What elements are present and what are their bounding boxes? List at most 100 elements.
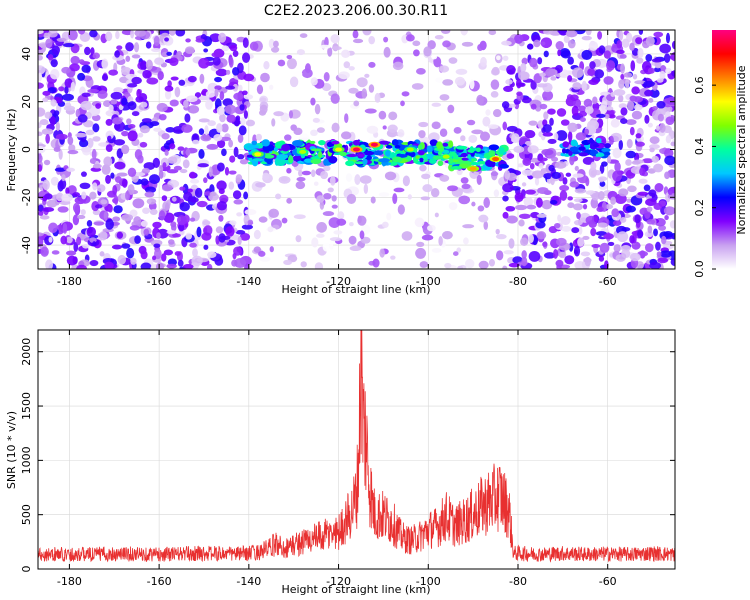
spectrogram-noise-cell [75, 108, 81, 118]
spectrogram-noise-cell [127, 101, 137, 111]
spectrogram-noise-cell [618, 188, 629, 197]
spectrogram-noise-cell [65, 187, 70, 195]
spectrogram-noise-cell [629, 42, 635, 51]
spectrogram-noise-cell [596, 113, 606, 118]
spectrogram-noise-cell [599, 164, 605, 174]
spectrogram-noise-cell [228, 181, 235, 190]
spectrogram-x-tick-label: -180 [57, 275, 82, 288]
spectrogram-noise-cell [89, 191, 97, 200]
spectrogram-noise-cell [528, 120, 538, 126]
spectrogram-noise-cell [240, 117, 246, 126]
spectrogram-noise-cell [158, 165, 164, 173]
spectrogram-noise-cell [604, 203, 614, 210]
spectrogram-noise-cell [521, 96, 532, 104]
spectrogram-noise-cell [233, 199, 244, 205]
spectrogram-noise-cell [601, 161, 608, 167]
spectrogram-noise-cell [668, 190, 673, 196]
spectrogram-noise-cell [167, 156, 178, 164]
spectrogram-signal-cell [264, 154, 275, 159]
spectrogram-noise-cell [557, 49, 562, 57]
spectrogram-noise-cell [517, 163, 524, 168]
spectrogram-noise-cell [663, 53, 671, 63]
spectrogram-noise-cell [549, 117, 554, 126]
spectrogram-noise-cell [112, 216, 121, 222]
spectrogram-noise-cell [382, 125, 387, 130]
spectrogram-noise-cell [38, 153, 43, 164]
spectrogram-noise-cell [120, 66, 132, 76]
spectrogram-noise-cell [610, 196, 617, 205]
spectrogram-noise-cell [656, 251, 662, 258]
spectrogram-noise-cell [581, 35, 592, 41]
spectrogram-noise-cell [79, 139, 89, 148]
spectrogram-noise-cell [478, 214, 489, 223]
spectrogram-noise-cell [300, 261, 307, 268]
spectrogram-noise-cell [447, 104, 455, 114]
spectrogram-noise-cell [192, 248, 198, 258]
spectrogram-noise-cell [418, 121, 429, 128]
spectrogram-noise-cell [653, 67, 661, 73]
spectrogram-noise-cell [574, 188, 587, 194]
spectrogram-signal-cell [352, 139, 360, 146]
spectrogram-noise-cell [535, 197, 543, 208]
spectrogram-noise-cell [596, 206, 604, 213]
spectrogram-noise-cell [356, 77, 368, 88]
spectrogram-noise-cell [232, 252, 237, 260]
spectrogram-noise-cell [487, 124, 499, 129]
spectrogram-noise-cell [386, 212, 392, 221]
spectrogram-noise-cell [134, 235, 141, 244]
spectrogram-noise-cell [113, 87, 124, 94]
spectrogram-noise-cell [215, 226, 224, 234]
spectrogram-noise-cell [578, 110, 588, 117]
spectrogram-signal-cell [488, 144, 500, 151]
spectrogram-noise-cell [608, 114, 616, 119]
spectrogram-noise-cell [442, 40, 451, 48]
spectrogram-noise-cell [164, 149, 169, 156]
spectrogram-noise-cell [284, 134, 292, 141]
spectrogram-noise-cell [635, 37, 643, 45]
spectrogram-noise-cell [620, 118, 628, 124]
spectrogram-noise-cell [344, 113, 349, 124]
spectrogram-noise-cell [564, 255, 575, 265]
spectrogram-noise-cell [665, 116, 675, 126]
spectrogram-noise-cell [42, 195, 48, 202]
spectrogram-weak-signal-cell [595, 137, 602, 144]
spectrogram-noise-cell [110, 91, 123, 100]
spectrogram-noise-cell [286, 54, 293, 60]
spectrogram-signal-cell [470, 158, 478, 162]
colorbar-tick-label: 0.6 [693, 76, 706, 94]
spectrogram-noise-cell [189, 171, 197, 179]
spectrogram-signal-cell [417, 144, 423, 151]
spectrogram-noise-cell [142, 207, 151, 214]
spectrogram-signal-cell [358, 153, 365, 157]
spectrogram-noise-cell [165, 127, 175, 133]
spectrogram-noise-cell [293, 71, 303, 77]
spectrogram-noise-cell [453, 251, 459, 256]
spectrogram-signal-cell [477, 160, 487, 165]
spectrogram-noise-cell [665, 134, 672, 144]
spectrogram-noise-cell [215, 68, 228, 77]
spectrogram-signal-cell [448, 140, 454, 148]
spectrogram-noise-cell [560, 119, 570, 126]
spectrogram-noise-cell [101, 164, 111, 175]
spectrogram-noise-cell [506, 125, 518, 132]
spectrogram-noise-cell [189, 242, 197, 248]
spectrogram-noise-cell [229, 220, 237, 226]
spectrogram-noise-cell [143, 228, 150, 236]
spectrogram-noise-cell [196, 200, 208, 208]
spectrogram-noise-cell [218, 214, 224, 222]
spectrogram-noise-cell [131, 54, 141, 59]
spectrogram-noise-cell [47, 87, 57, 94]
spectrogram-noise-cell [613, 89, 626, 96]
spectrogram-noise-cell [598, 255, 605, 262]
spectrogram-noise-cell [234, 258, 247, 269]
spectrogram-noise-cell [478, 260, 489, 269]
spectrogram-noise-cell [603, 50, 611, 59]
spectrogram-noise-cell [146, 77, 159, 85]
spectrogram-noise-cell [156, 262, 164, 269]
spectrogram-noise-cell [460, 177, 469, 184]
spectrogram-noise-cell [616, 231, 629, 243]
spectrogram-noise-cell [328, 217, 341, 228]
spectrogram-noise-cell [140, 101, 148, 108]
spectrogram-noise-cell [670, 258, 675, 267]
spectrogram-noise-cell [383, 46, 391, 58]
